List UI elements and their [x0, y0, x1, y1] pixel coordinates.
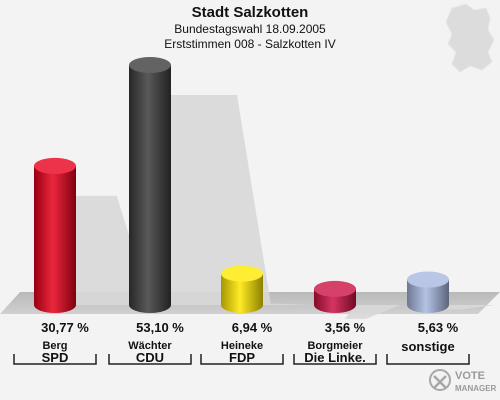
bar-sonstige	[407, 271, 449, 313]
value-label: 5,63 %	[418, 320, 459, 335]
candidate-label: Wächter	[128, 340, 172, 352]
bar-cdu	[129, 57, 171, 313]
label-bracket	[293, 354, 377, 365]
bar-shadow	[345, 305, 401, 319]
chart-subtitle-2: Erststimmen 008 - Salzkotten IV	[164, 37, 335, 51]
bars-layer	[34, 57, 496, 319]
label-bracket	[200, 354, 284, 365]
party-label: Die Linke.	[304, 350, 365, 365]
chart-title: Stadt Salzkotten	[192, 4, 309, 21]
bar-spd	[34, 157, 76, 313]
bar-dielinke	[314, 280, 356, 313]
logo-text-line1: VOTE	[455, 370, 485, 382]
value-label: 6,94 %	[232, 320, 273, 335]
candidate-label: Berg	[42, 340, 67, 352]
label-bracket	[13, 354, 97, 365]
bar-fdp	[221, 265, 263, 313]
bar-shadow	[438, 305, 496, 310]
party-label: sonstige	[401, 339, 454, 354]
label-bracket	[386, 354, 470, 365]
value-label: 53,10 %	[136, 320, 184, 335]
germany-map-icon	[445, 3, 495, 73]
bar-shadow	[160, 95, 271, 305]
logo-text-line2: MANAGER	[455, 384, 497, 393]
label-bracket	[108, 354, 192, 365]
party-label: FDP	[229, 350, 255, 365]
bar-shadow	[252, 303, 311, 305]
party-label: SPD	[42, 350, 69, 365]
vote-manager-logo-icon: VOTE MANAGER	[429, 369, 497, 393]
value-label: 3,56 %	[325, 320, 366, 335]
chart-subtitle-1: Bundestagswahl 18.09.2005	[174, 22, 326, 36]
party-label: CDU	[136, 350, 164, 365]
value-label: 30,77 %	[41, 320, 89, 335]
candidate-label: Heineke	[221, 340, 263, 352]
candidate-label: Borgmeier	[307, 340, 363, 352]
